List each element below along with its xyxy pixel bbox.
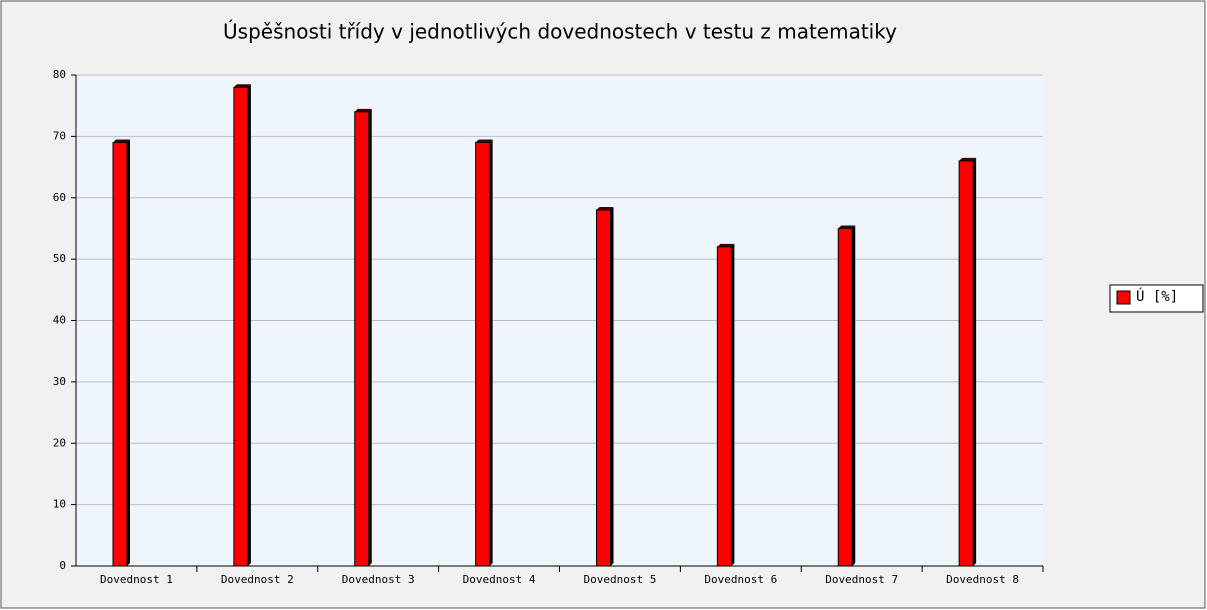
legend-swatch bbox=[1116, 290, 1131, 305]
bar bbox=[354, 111, 370, 567]
bar-side bbox=[610, 207, 614, 566]
bar-top bbox=[233, 84, 251, 88]
legend: Ú [%] bbox=[1109, 284, 1204, 313]
x-tick-label: Dovednost 4 bbox=[463, 573, 536, 586]
y-tick-label: 50 bbox=[53, 252, 66, 265]
legend-label: Ú [%] bbox=[1136, 287, 1178, 305]
bar-side bbox=[368, 108, 372, 566]
y-tick-label: 20 bbox=[53, 436, 66, 449]
y-tick-label: 30 bbox=[53, 375, 66, 388]
chart-title: Úspěšnosti třídy v jednotlivých dovednos… bbox=[223, 20, 897, 44]
bar bbox=[837, 227, 853, 567]
bar-top bbox=[475, 139, 493, 143]
bar-top bbox=[717, 243, 735, 247]
bar-side bbox=[247, 84, 251, 567]
bar-top bbox=[959, 157, 977, 161]
x-tick-label: Dovednost 8 bbox=[946, 573, 1019, 586]
y-tick-label: 40 bbox=[53, 314, 66, 327]
x-tick-label: Dovednost 2 bbox=[221, 573, 294, 586]
y-tick-label: 80 bbox=[53, 68, 66, 81]
bar-top bbox=[596, 207, 614, 211]
bar-top bbox=[354, 108, 372, 112]
bar-top bbox=[838, 225, 856, 229]
x-tick-label: Dovednost 7 bbox=[825, 573, 898, 586]
bar-side bbox=[489, 139, 493, 566]
x-tick-label: Dovednost 1 bbox=[100, 573, 173, 586]
bar bbox=[475, 142, 491, 567]
bar-side bbox=[127, 139, 130, 566]
bar bbox=[716, 246, 732, 567]
bar-side bbox=[852, 225, 856, 566]
x-tick-label: Dovednost 6 bbox=[704, 573, 777, 586]
x-tick-label: Dovednost 5 bbox=[584, 573, 657, 586]
bar bbox=[958, 160, 974, 567]
y-tick-label: 0 bbox=[59, 559, 66, 572]
x-tick-label: Dovednost 3 bbox=[342, 573, 415, 586]
bar bbox=[596, 209, 611, 567]
bar bbox=[233, 86, 249, 567]
y-tick-label: 60 bbox=[53, 191, 66, 204]
y-tick-label: 70 bbox=[53, 129, 66, 142]
y-tick-label: 10 bbox=[53, 498, 66, 511]
bar-side bbox=[973, 157, 977, 567]
bar bbox=[112, 142, 128, 567]
bar-side bbox=[731, 243, 735, 566]
bar-top bbox=[113, 139, 130, 143]
